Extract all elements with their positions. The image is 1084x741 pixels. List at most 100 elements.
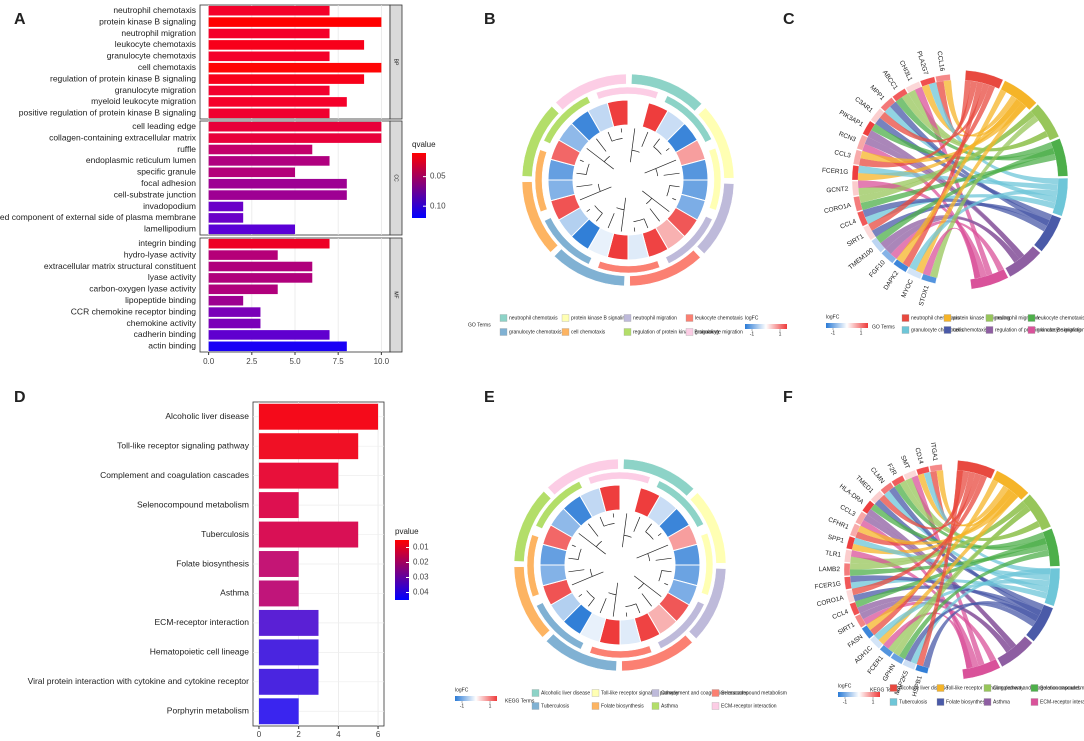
legend-swatch [901,326,910,334]
chord-ribbon [855,537,1047,608]
gene-label: RCN3 [838,131,857,144]
category-label: collagen-containing extracellular matrix [49,132,197,142]
chord-ribbon [916,470,964,667]
term-ring-inner [587,471,651,485]
chord-ribbon [896,89,1007,264]
legend-swatch [1030,698,1039,706]
category-label: cell leading edge [132,121,196,131]
bar [208,167,295,178]
term-ring [521,181,559,253]
facet-label: BP [393,59,399,66]
panel-label: F [783,389,793,406]
colorbar [395,540,409,600]
bar [258,609,319,636]
category-label: carbon-oxygen lyase activity [89,284,197,294]
chord-ribbon [850,578,1048,599]
term-ring-inner [665,216,713,264]
legend-label: Toll-like receptor signaling pathway [601,690,679,696]
term-ring [546,633,617,672]
chord-ribbon [885,216,1020,263]
category-label: Toll-like receptor signaling pathway [117,440,250,450]
x-tick-label: 7.5 [333,357,345,366]
category-label: ECM-receptor interaction [155,617,250,627]
chord-ribbon [909,189,1058,271]
legend-swatch [651,689,660,697]
gene-label: PLA2G7 [915,50,929,76]
legend-swatch [711,702,720,710]
gene-arc [843,563,851,576]
term-ring [689,492,727,564]
bar [208,85,330,96]
chord-ribbon [858,180,987,278]
category-label: endoplasmic reticulum lumen [86,155,196,165]
gene-label: LAMB2 [819,566,841,573]
bar [208,224,295,235]
gene-label: SIRT1 [837,621,857,636]
gene-label: SPP1 [827,534,845,545]
category-label: positive regulation of protein kinase B … [19,108,196,118]
chord-ribbon [863,601,996,662]
gene-label: C3AR1 [853,96,874,115]
facet-strip [389,4,403,120]
legend-label: granulocyte chemotaxis [509,329,562,335]
gene-label: CHI3L1 [898,59,914,82]
category-label: granulocyte chemotaxis [107,51,196,61]
gene-label: SMT [899,455,911,470]
term-ring-inner [656,480,704,528]
category-label: Tuberculosis [201,529,249,539]
chord-ribbon [850,543,1048,577]
bar [208,17,382,27]
chord-ribbon [879,473,982,530]
legend-label: Tuberculosis [899,699,928,705]
bar [208,5,330,16]
bar [208,51,330,62]
gene-label: FCER1G [822,167,849,176]
term-arc [997,635,1033,668]
chord-ribbon [929,115,1039,278]
category-label: Complement and coagulation cascades [100,470,249,480]
legend-label: granulocyte migration [1037,327,1084,333]
bar [258,521,359,548]
colorbar-tick-label: -1 [843,699,848,705]
category-label: cell chemotaxis [138,62,196,72]
category-label: leukocyte chemotaxis [115,39,196,49]
gene-label: ADH1C [853,644,874,665]
legend-label: neutrophil chemotaxis [509,315,558,321]
term-ring-inner [526,534,540,598]
bar [208,307,261,317]
x-tick-label: 2 [296,730,301,739]
x-tick-label: 2.5 [246,357,258,366]
gene-label: CCL16 [935,51,945,72]
gene-label: CCL3 [834,149,852,160]
facet-label: CC [393,174,399,182]
chord-ribbon [864,136,1025,259]
legend-swatch [943,326,952,334]
colorbar-tick-label: 0.10 [430,201,446,210]
panel-label: D [14,389,26,406]
legend-label: Alcoholic liver disease [899,685,948,691]
chord-ribbon [875,117,1052,221]
term-ring-inner [657,601,705,649]
legend-label: Alcoholic liver disease [541,690,590,696]
bar [208,295,244,306]
bar [208,238,330,249]
gene-arc [851,165,860,181]
bar [208,28,330,39]
facet-label: MF [393,291,399,298]
term-ring-inner [536,602,584,650]
gene-label: FGF10 [868,259,887,279]
chord-ribbon [858,165,1058,191]
chord-ribbon [870,504,1045,549]
term-ring-inner [589,645,653,659]
category-label: specific granule [137,167,196,177]
terms-title: GO Terms [468,322,491,328]
chord-ribbon [921,84,1017,137]
term-ring [623,458,694,497]
bar [208,330,330,340]
legend-swatch [1027,314,1036,322]
panel-label: A [14,11,26,28]
term-ring [513,566,551,638]
category-label: invadopodium [143,201,196,211]
category-label: actin binding [148,341,196,351]
term-ring [697,107,735,179]
